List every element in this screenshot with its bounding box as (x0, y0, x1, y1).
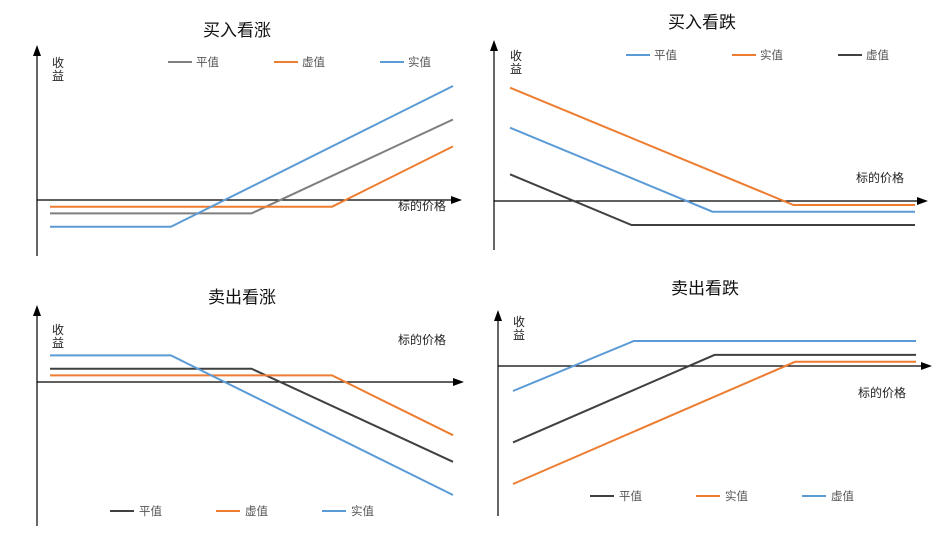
x-axis-arrow (451, 196, 462, 204)
chart-title: 卖出看跌 (671, 280, 739, 299)
y-label-bottom: 益 (52, 336, 64, 350)
y-label-top: 收 (52, 323, 64, 337)
axes (33, 45, 462, 256)
chart-sell-put: 卖出看跌 收 益 标的价格 平值 实值 虚值 (470, 280, 940, 560)
series-line (50, 354, 454, 496)
chart-title: 买入看涨 (203, 21, 271, 41)
series-line (509, 126, 915, 213)
chart-buy-put: 买入看跌 收 益 标的价格 平值 实值 虚值 (470, 0, 940, 280)
legend-label: 虚值 (866, 48, 889, 62)
x-axis-arrow (921, 362, 932, 370)
axes (33, 305, 464, 526)
y-label-top: 收 (513, 315, 525, 329)
x-axis-arrow (917, 197, 928, 205)
legend: 平值 实值 虚值 (590, 489, 854, 503)
y-label-bottom: 益 (513, 328, 525, 342)
chart-sell-call: 卖出看涨 收 益 标的价格 平值 虚值 实值 (0, 280, 470, 560)
chart-sell-call-svg: 卖出看涨 收 益 标的价格 平值 虚值 实值 (33, 288, 464, 526)
legend-label: 虚值 (831, 489, 854, 503)
series-line (50, 374, 454, 437)
x-axis-arrow (453, 378, 464, 386)
series-lines (50, 85, 454, 228)
legend-label: 虚值 (302, 55, 325, 69)
legend: 平值 虚值 实值 (168, 55, 431, 69)
series-line (509, 86, 915, 206)
legend-label: 平值 (654, 48, 677, 62)
axes (494, 310, 932, 516)
legend-label: 虚值 (245, 504, 268, 518)
y-axis-arrow (33, 305, 41, 316)
y-axis-arrow (33, 45, 41, 56)
x-label: 标的价格 (856, 170, 904, 185)
series-lines (512, 340, 916, 485)
y-label-bottom: 益 (52, 69, 64, 83)
series-line (509, 173, 915, 226)
series-line (512, 360, 916, 485)
x-label: 标的价格 (858, 385, 906, 400)
axes (490, 40, 928, 250)
legend-label: 实值 (760, 48, 783, 62)
legend-label: 实值 (351, 504, 374, 518)
legend-label: 平值 (139, 504, 162, 518)
legend-label: 平值 (196, 55, 219, 69)
chart-buy-call: 买入看涨 收 益 标的价格 平值 虚值 实值 (0, 0, 470, 280)
legend: 平值 实值 虚值 (626, 48, 889, 62)
y-label-top: 收 (510, 49, 522, 63)
legend-label: 实值 (408, 55, 431, 69)
series-line (50, 145, 454, 208)
chart-buy-put-svg: 买入看跌 收 益 标的价格 平值 实值 虚值 (490, 13, 928, 250)
series-lines (50, 354, 454, 496)
x-label: 标的价格 (398, 198, 446, 213)
legend-label: 实值 (725, 489, 748, 503)
chart-sell-put-svg: 卖出看跌 收 益 标的价格 平值 实值 虚值 (494, 280, 932, 516)
legend: 平值 虚值 实值 (110, 504, 374, 518)
y-axis-arrow (490, 40, 498, 51)
chart-title: 卖出看涨 (208, 288, 276, 308)
series-lines (509, 86, 915, 226)
x-label: 标的价格 (398, 332, 446, 347)
y-axis-arrow (494, 310, 502, 321)
series-line (50, 118, 454, 215)
series-line (512, 340, 916, 392)
y-label-top: 收 (52, 56, 64, 70)
y-label-bottom: 益 (510, 62, 522, 76)
series-line (512, 353, 916, 444)
series-line (50, 367, 454, 463)
chart-buy-call-svg: 买入看涨 收 益 标的价格 平值 虚值 实值 (33, 21, 462, 256)
series-line (50, 85, 454, 228)
chart-title: 买入看跌 (668, 13, 736, 33)
legend-label: 平值 (619, 489, 642, 503)
